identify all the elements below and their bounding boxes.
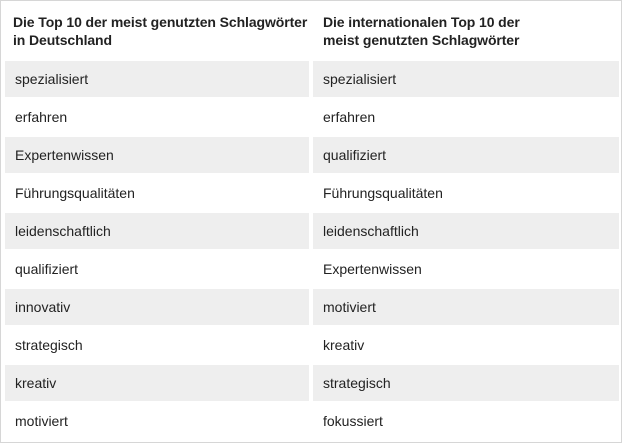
header-international-line-2: meist genutzten Schlagwörter	[323, 32, 520, 48]
table-row: motiviert fokussiert	[1, 403, 621, 441]
germany-keyword-cell: erfahren	[15, 109, 68, 125]
international-keyword-cell: Führungsqualitäten	[323, 185, 443, 201]
international-keyword-cell: Expertenwissen	[323, 261, 422, 277]
table-row: leidenschaftlich leidenschaftlich	[1, 213, 621, 251]
germany-keyword-cell: innovativ	[5, 289, 309, 325]
international-keyword-cell: strategisch	[313, 365, 619, 401]
germany-keyword-cell: qualifiziert	[15, 261, 79, 277]
header-germany-line-2: in Deutschland	[13, 32, 112, 48]
germany-keyword-cell: leidenschaftlich	[5, 213, 309, 249]
header-germany: Die Top 10 der meist genutzten Schlagwör…	[13, 13, 309, 49]
table-row: strategisch kreativ	[1, 327, 621, 365]
header-international-line-1: Die internationalen Top 10 der	[323, 14, 520, 30]
international-keyword-cell: kreativ	[323, 337, 365, 353]
germany-keyword-cell: strategisch	[15, 337, 83, 353]
germany-keyword-cell: Führungsqualitäten	[15, 185, 135, 201]
international-keyword-cell: erfahren	[323, 109, 376, 125]
germany-keyword-cell: kreativ	[5, 365, 309, 401]
table-body: spezialisiert spezialisiert erfahren erf…	[1, 61, 621, 441]
international-keyword-cell: leidenschaftlich	[313, 213, 619, 249]
table-row: Expertenwissen qualifiziert	[1, 137, 621, 175]
table-row: spezialisiert spezialisiert	[1, 61, 621, 99]
international-keyword-cell: qualifiziert	[313, 137, 619, 173]
table-row: erfahren erfahren	[1, 99, 621, 137]
germany-keyword-cell: motiviert	[15, 413, 68, 429]
table-row: Führungsqualitäten Führungsqualitäten	[1, 175, 621, 213]
germany-keyword-cell: Expertenwissen	[5, 137, 309, 173]
international-keyword-cell: spezialisiert	[313, 61, 619, 97]
international-keyword-cell: motiviert	[313, 289, 619, 325]
germany-keyword-cell: spezialisiert	[5, 61, 309, 97]
header-international: Die internationalen Top 10 der meist gen…	[323, 13, 613, 49]
table-row: kreativ strategisch	[1, 365, 621, 403]
table-row: innovativ motiviert	[1, 289, 621, 327]
table-header: Die Top 10 der meist genutzten Schlagwör…	[1, 1, 621, 61]
international-keyword-cell: fokussiert	[323, 413, 383, 429]
table-row: qualifiziert Expertenwissen	[1, 251, 621, 289]
header-germany-line-1: Die Top 10 der meist genutzten Schlagwör…	[13, 14, 308, 30]
